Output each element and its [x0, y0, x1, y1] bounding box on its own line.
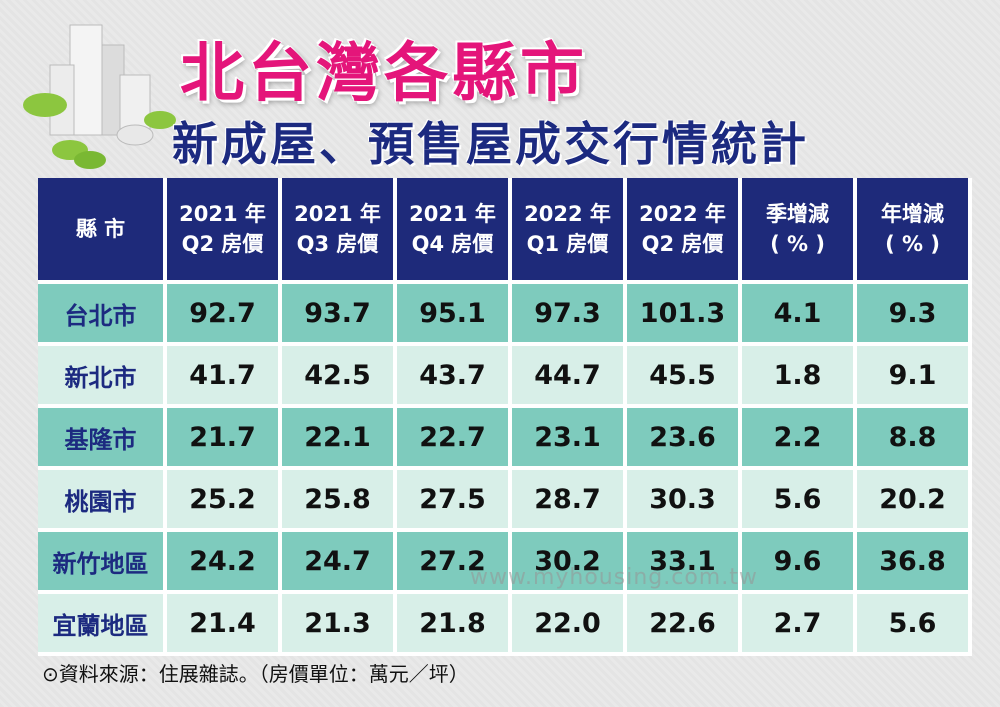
header-text: 2022 年 [639, 202, 726, 226]
value-cell: 21.8 [397, 594, 508, 652]
value-cell: 23.1 [512, 408, 623, 466]
value-cell: 5.6 [742, 470, 853, 528]
value-cell: 44.7 [512, 346, 623, 404]
value-cell: 21.7 [167, 408, 278, 466]
value-cell: 93.7 [282, 284, 393, 342]
header-text: Q2 房價 [641, 232, 724, 256]
header-cell: 2021 年 Q2 房價 [167, 178, 278, 280]
value-cell: 21.3 [282, 594, 393, 652]
header-cell: 年增減 ( % ) [857, 178, 968, 280]
row-label: 桃園市 [38, 470, 163, 528]
value-cell: 41.7 [167, 346, 278, 404]
row-label: 台北市 [38, 284, 163, 342]
header-text: Q4 房價 [411, 232, 494, 256]
header-text: 縣 市 [75, 217, 126, 241]
header-cell: 2021 年 Q3 房價 [282, 178, 393, 280]
value-cell: 36.8 [857, 532, 968, 590]
value-cell: 42.5 [282, 346, 393, 404]
value-cell: 21.4 [167, 594, 278, 652]
value-cell: 45.5 [627, 346, 738, 404]
price-table: 縣 市 2021 年 Q2 房價 2021 年 Q3 房價 2021 年 Q4 房價 2022… [38, 178, 972, 656]
header-cell: 季增減 ( % ) [742, 178, 853, 280]
header-text: Q3 房價 [296, 232, 379, 256]
row-label: 新竹地區 [38, 532, 163, 590]
title: 北台灣各縣市 [179, 36, 588, 112]
subtitle: 新成屋、預售屋成交行情統計 [172, 117, 809, 171]
header-text: Q1 房價 [526, 232, 609, 256]
header-text: ( % ) [885, 232, 940, 256]
value-cell: 22.1 [282, 408, 393, 466]
value-cell: 22.6 [627, 594, 738, 652]
value-cell: 2.2 [742, 408, 853, 466]
header-text: 季增減 [766, 202, 829, 226]
building-illustration [23, 24, 176, 169]
value-cell: 25.8 [282, 470, 393, 528]
value-cell: 22.0 [512, 594, 623, 652]
value-cell: 27.5 [397, 470, 508, 528]
value-cell: 101.3 [627, 284, 738, 342]
header-text: 2021 年 [409, 202, 496, 226]
value-cell: 9.6 [742, 532, 853, 590]
value-cell: 30.2 [512, 532, 623, 590]
header-text: 2022 年 [524, 202, 611, 226]
value-cell: 43.7 [397, 346, 508, 404]
row-label: 新北市 [38, 346, 163, 404]
value-cell: 30.3 [627, 470, 738, 528]
value-cell: 1.8 [742, 346, 853, 404]
row-label: 基隆市 [38, 408, 163, 466]
value-cell: 23.6 [627, 408, 738, 466]
header-cell: 縣 市 [38, 178, 163, 280]
header-text: Q2 房價 [181, 232, 264, 256]
header-text: 年增減 [881, 202, 944, 226]
row-label: 宜蘭地區 [38, 594, 163, 652]
header-cell: 2022 年 Q2 房價 [627, 178, 738, 280]
header-text: 2021 年 [294, 202, 381, 226]
header-cell: 2021 年 Q4 房價 [397, 178, 508, 280]
value-cell: 4.1 [742, 284, 853, 342]
header-cell: 2022 年 Q1 房價 [512, 178, 623, 280]
header-text: ( % ) [770, 232, 825, 256]
value-cell: 24.2 [167, 532, 278, 590]
value-cell: 20.2 [857, 470, 968, 528]
value-cell: 5.6 [857, 594, 968, 652]
value-cell: 95.1 [397, 284, 508, 342]
value-cell: 22.7 [397, 408, 508, 466]
value-cell: 9.1 [857, 346, 968, 404]
value-cell: 27.2 [397, 532, 508, 590]
source-note: ⊙資料來源：住展雜誌。（房價單位：萬元／坪） [42, 662, 469, 686]
value-cell: 33.1 [627, 532, 738, 590]
value-cell: 28.7 [512, 470, 623, 528]
value-cell: 2.7 [742, 594, 853, 652]
value-cell: 92.7 [167, 284, 278, 342]
value-cell: 25.2 [167, 470, 278, 528]
value-cell: 24.7 [282, 532, 393, 590]
value-cell: 8.8 [857, 408, 968, 466]
value-cell: 9.3 [857, 284, 968, 342]
value-cell: 97.3 [512, 284, 623, 342]
watermark: www.myhousing.com.tw [470, 565, 758, 590]
header-text: 2021 年 [179, 202, 266, 226]
